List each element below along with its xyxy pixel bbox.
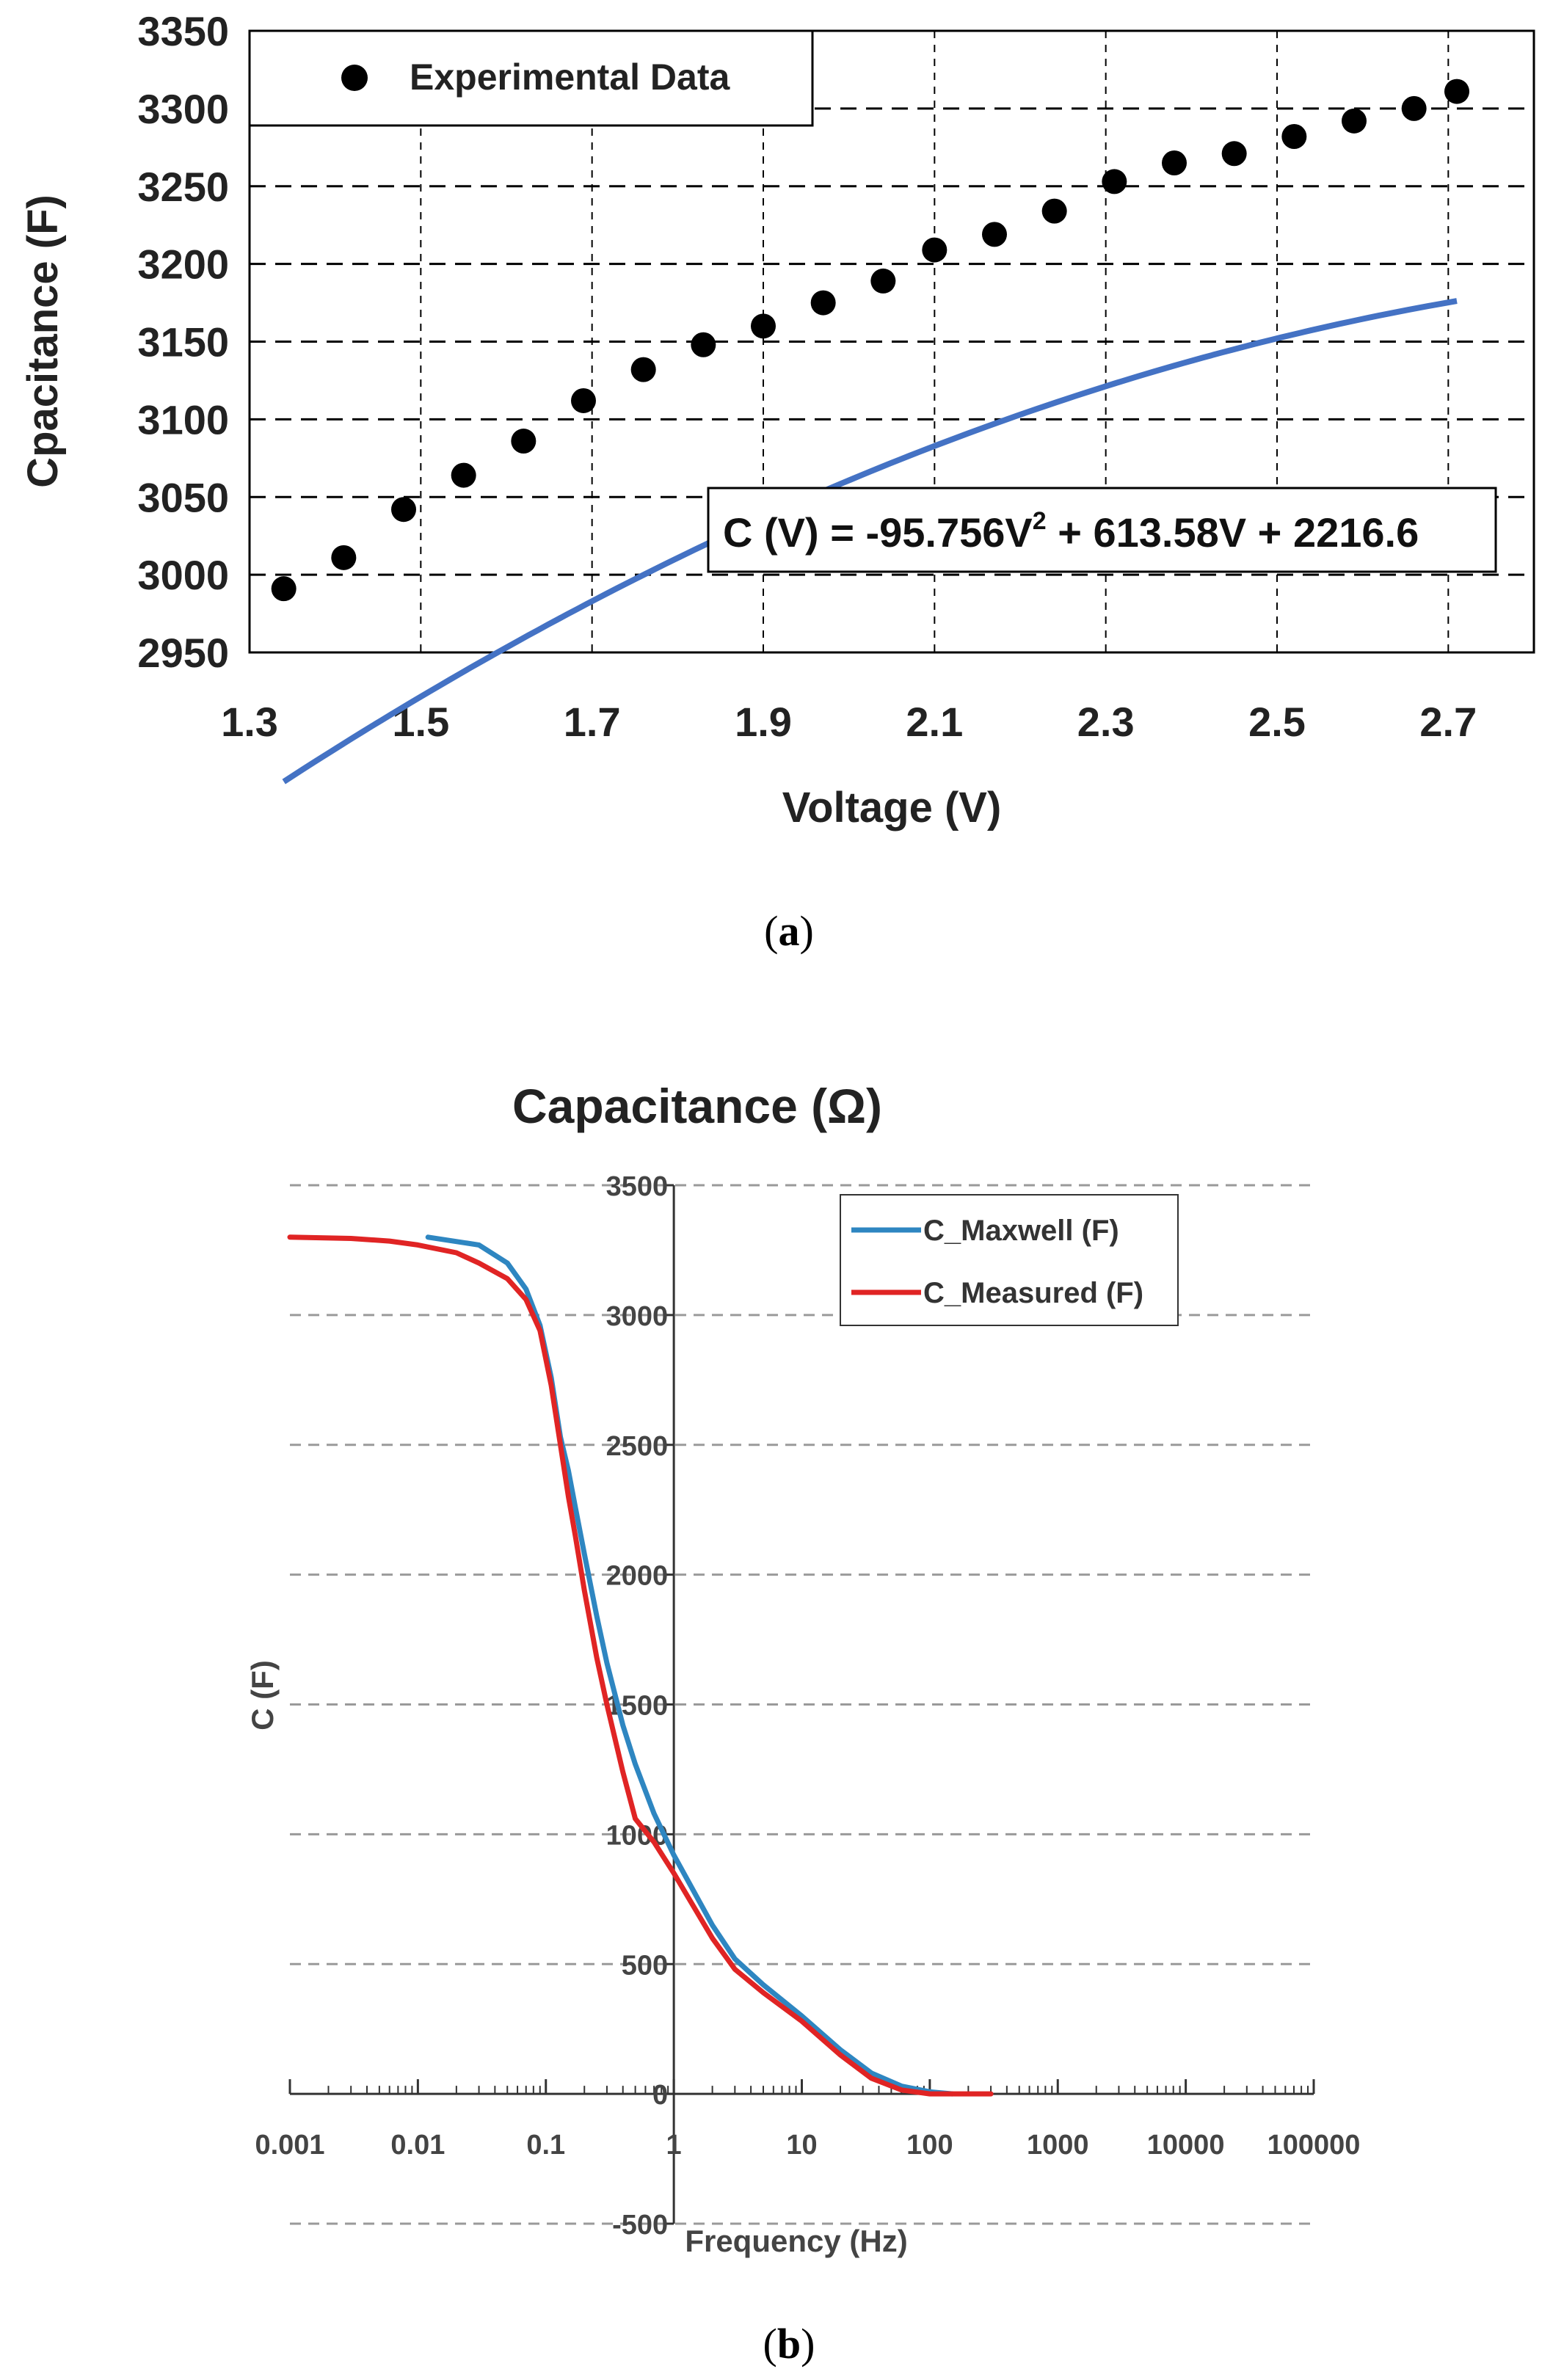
y-tick-label-b: 500 bbox=[622, 1950, 668, 1981]
legend-label-maxwell: C_Maxwell (F) bbox=[923, 1215, 1119, 1247]
x-axis-label-b: Frequency (Hz) bbox=[685, 2224, 907, 2258]
x-tick-label-a: 1.9 bbox=[735, 699, 792, 745]
y-tick-label-a: 3300 bbox=[137, 86, 229, 132]
x-tick-label-b: 1 bbox=[666, 2130, 682, 2161]
x-tick-label-a: 2.7 bbox=[1419, 699, 1477, 745]
y-tick-label-b: 3000 bbox=[606, 1301, 669, 1332]
legend-marker-experimental bbox=[341, 65, 368, 91]
data-point bbox=[1281, 123, 1307, 149]
data-point bbox=[691, 332, 716, 357]
y-tick-labels-a: 2950 3000 3050 3100 3150 3200 3250 3300 3350 bbox=[137, 8, 229, 676]
data-point bbox=[451, 462, 476, 488]
x-tick-label-a: 2.5 bbox=[1248, 699, 1306, 745]
caption-b: (b) bbox=[763, 2320, 815, 2368]
chart-a: 2950 3000 3050 3100 3150 3200 3250 3300 3350 1.3… bbox=[19, 8, 1535, 831]
y-tick-label-b: 0 bbox=[652, 2080, 668, 2111]
data-point bbox=[571, 387, 596, 413]
x-tick-label-b: 0.001 bbox=[255, 2130, 324, 2161]
x-axis-label-a: Voltage (V) bbox=[782, 784, 1002, 831]
grid-b bbox=[290, 1184, 1314, 2225]
x-tick-label-b: 10 bbox=[786, 2130, 817, 2161]
x-tick-labels-b: 0.001 0.01 0.1 1 10 100 1000 10000 100000 bbox=[255, 2130, 1360, 2161]
data-point bbox=[511, 429, 537, 454]
data-point bbox=[751, 313, 776, 339]
x-tick-label-b: 10000 bbox=[1147, 2130, 1225, 2161]
chart-title-b: Capacitance (Ω) bbox=[512, 1079, 882, 1133]
series-line-measured bbox=[287, 1234, 994, 2097]
x-tick-label-a: 1.7 bbox=[564, 699, 621, 745]
y-axis-label-b: C (F) bbox=[245, 1660, 280, 1731]
data-point bbox=[922, 237, 948, 263]
legend-b: C_Maxwell (F) C_Measured (F) bbox=[840, 1194, 1179, 1326]
y-tick-label-a: 3100 bbox=[137, 396, 229, 443]
x-tick-label-a: 1.3 bbox=[221, 699, 278, 745]
data-point bbox=[1041, 198, 1067, 224]
y-tick-label-a: 3150 bbox=[137, 319, 229, 365]
legend-label-experimental: Experimental Data bbox=[410, 57, 730, 98]
x-tick-label-a: 2.1 bbox=[906, 699, 963, 745]
caption-a: (a) bbox=[764, 907, 814, 955]
y-tick-label-b: 3500 bbox=[606, 1171, 669, 1202]
y-tick-label-a: 3250 bbox=[137, 164, 229, 210]
axes-b bbox=[288, 1184, 1315, 2225]
x-tick-label-a: 2.3 bbox=[1077, 699, 1135, 745]
data-point bbox=[1444, 79, 1469, 104]
data-point bbox=[1102, 169, 1127, 194]
data-point bbox=[982, 222, 1007, 247]
data-point bbox=[331, 545, 357, 570]
y-tick-label-a: 2950 bbox=[137, 630, 229, 676]
x-tick-label-b: 1000 bbox=[1027, 2130, 1089, 2161]
data-point bbox=[1162, 150, 1187, 175]
legend-label-measured: C_Measured (F) bbox=[923, 1277, 1143, 1309]
data-point bbox=[1342, 108, 1367, 134]
series-lines-b bbox=[287, 1234, 994, 2097]
data-point bbox=[271, 576, 297, 602]
y-tick-label-b: -500 bbox=[612, 2210, 668, 2241]
data-point bbox=[630, 357, 656, 382]
x-tick-label-b: 0.1 bbox=[526, 2130, 565, 2161]
y-axis-label-a: Cpacitance (F) bbox=[19, 194, 67, 488]
fit-equation-label: C (V) = -95.756V2 + 613.58V + 2216.6 bbox=[723, 507, 1419, 556]
data-point bbox=[1401, 95, 1427, 121]
series-line-maxwell bbox=[425, 1234, 956, 2097]
fit-equation-box: C (V) = -95.756V2 + 613.58V + 2216.6 bbox=[707, 487, 1497, 573]
x-tick-label-b: 0.01 bbox=[390, 2130, 445, 2161]
y-tick-label-a: 3050 bbox=[137, 474, 229, 520]
y-tick-label-a: 3000 bbox=[137, 552, 229, 598]
data-point bbox=[391, 497, 416, 523]
x-tick-labels-a: 1.3 1.5 1.7 1.9 2.1 2.3 2.5 2.7 bbox=[221, 699, 1477, 745]
x-tick-label-b: 100000 bbox=[1267, 2130, 1361, 2161]
data-point bbox=[1221, 141, 1247, 167]
x-tick-label-b: 100 bbox=[906, 2130, 953, 2161]
y-tick-label-a: 3350 bbox=[137, 8, 229, 54]
y-tick-label-b: 2000 bbox=[606, 1561, 669, 1592]
fit-curve bbox=[282, 298, 1458, 785]
y-tick-label-b: 2500 bbox=[606, 1431, 669, 1462]
y-tick-label-a: 3200 bbox=[137, 241, 229, 288]
data-point bbox=[810, 290, 836, 316]
chart-b: Capacitance (Ω) -50005001000150020002500… bbox=[245, 1079, 1360, 2258]
data-point bbox=[870, 268, 896, 294]
data-points-a bbox=[271, 79, 1469, 602]
legend-a: Experimental Data bbox=[248, 29, 814, 127]
